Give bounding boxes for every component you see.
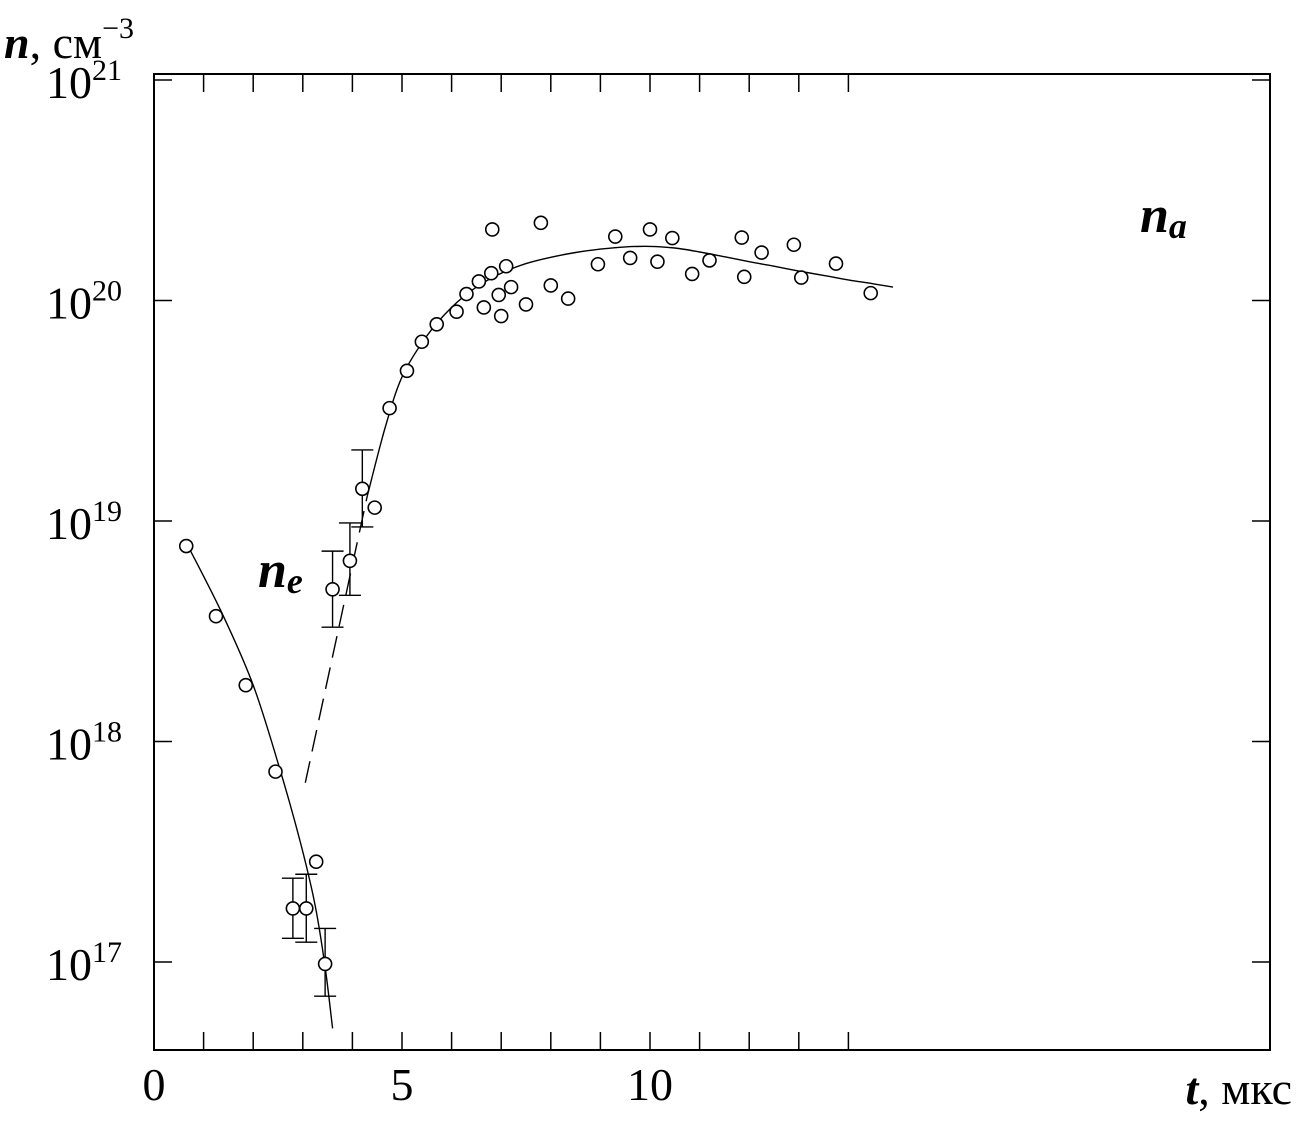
y-axis-title: n, см−3	[4, 12, 134, 68]
series-label-ne-sub: e	[287, 561, 303, 601]
y-tick-label: 1020	[46, 275, 122, 329]
data-point-n_e	[178, 538, 194, 554]
y-tick-exp: 19	[92, 495, 122, 528]
x-axis-var: t	[1185, 1063, 1199, 1114]
data-point-n_a	[483, 265, 499, 281]
data-point-n_e	[317, 956, 333, 972]
data-point-n_a	[754, 245, 769, 260]
data-point-n_a	[543, 278, 559, 293]
data-point-n_a	[533, 215, 549, 231]
data-point-n_a	[498, 258, 514, 274]
y-tick-exp: 18	[92, 716, 122, 749]
data-point-n_a	[793, 270, 809, 285]
data-point-n_a	[734, 230, 750, 245]
y-tick-base: 10	[46, 498, 92, 549]
data-point-n_e	[298, 901, 314, 916]
data-point-n_a	[863, 285, 879, 301]
data-point-n_a	[471, 274, 487, 289]
data-point-n_a	[484, 222, 500, 237]
y-tick-exp: 17	[92, 936, 122, 969]
data-point-n_a	[702, 253, 717, 268]
series-label-na-main: n	[1140, 187, 1169, 244]
data-point-n_a	[560, 291, 576, 306]
x-tick-label: 10	[627, 1059, 673, 1110]
y-tick-exp: 20	[92, 275, 122, 308]
y-tick-base: 10	[46, 719, 92, 770]
y-tick-base: 10	[46, 57, 92, 108]
data-point-n_e	[208, 608, 224, 624]
series-label-ne-main: n	[258, 542, 287, 599]
series-label-ne: ne	[258, 542, 303, 601]
series-label-na-sub: a	[1169, 206, 1187, 246]
data-point-n_a	[459, 286, 474, 302]
y-axis-unit: , см	[30, 17, 103, 68]
y-axis-var: n	[4, 17, 30, 68]
y-tick-label: 1017	[46, 936, 122, 990]
data-point-n_a	[736, 269, 752, 285]
data-point-n_e	[285, 901, 301, 916]
data-point-n_a	[399, 363, 415, 379]
data-point-n_a	[607, 229, 623, 244]
data-point-n_a	[518, 297, 534, 312]
plot-frame	[153, 73, 1271, 1051]
y-tick-label: 1019	[46, 495, 122, 549]
data-point-n_e	[268, 764, 283, 779]
fit-dashed-n_a	[304, 495, 368, 783]
data-point-n_a	[642, 222, 658, 237]
x-axis-unit: , мкс	[1198, 1063, 1292, 1114]
fit-curve-n_e	[188, 546, 334, 1029]
data-point-n_a	[650, 254, 665, 269]
y-tick-label: 1018	[46, 716, 122, 770]
data-point-n_a	[590, 256, 606, 272]
data-point-n_a	[491, 287, 507, 303]
data-point-n_a	[414, 334, 430, 350]
data-point-n_a	[382, 400, 397, 416]
y-tick-base: 10	[46, 939, 92, 990]
data-point-n_a	[476, 300, 492, 315]
data-point-n_a	[449, 304, 464, 319]
data-point-n_a	[786, 237, 802, 253]
data-point-n_e	[238, 677, 254, 693]
data-point-n_a	[367, 500, 383, 515]
data-point-n_a	[429, 316, 445, 332]
x-tick-label: 5	[391, 1059, 414, 1110]
data-point-n_a	[665, 230, 680, 246]
y-tick-exp: 21	[92, 54, 122, 87]
y-tick-base: 10	[46, 278, 92, 329]
data-point-n_a	[342, 553, 358, 569]
data-point-n_a	[828, 256, 844, 271]
data-point-n_a	[622, 250, 638, 266]
series-label-na: na	[1140, 187, 1187, 246]
data-point-n_a	[503, 279, 519, 295]
data-point-n_a	[493, 308, 509, 324]
data-point-n_a	[325, 582, 340, 597]
x-tick-label: 0	[143, 1059, 166, 1110]
fit-curve-n_a	[366, 245, 894, 497]
data-point-n_a	[684, 266, 700, 282]
data-point-n_a	[355, 481, 370, 497]
x-axis-title: t, мкс	[1185, 1063, 1292, 1114]
y-tick-label: 1021	[46, 54, 122, 108]
data-point-n_e	[308, 854, 324, 870]
y-axis-unit-exp: −3	[102, 12, 134, 45]
